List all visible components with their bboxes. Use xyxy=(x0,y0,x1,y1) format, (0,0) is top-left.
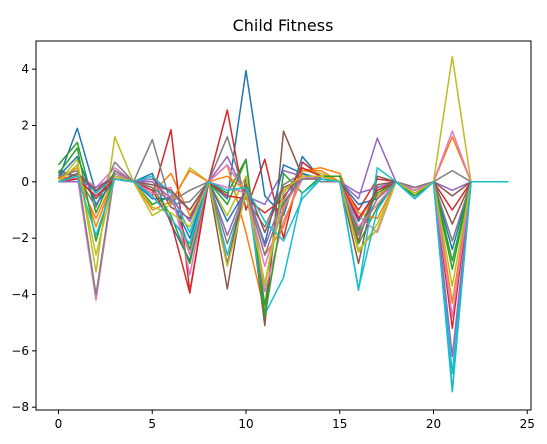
y-tick-label: 0 xyxy=(21,175,29,189)
y-tick-label: −6 xyxy=(11,344,29,358)
y-tick-label: −4 xyxy=(11,288,29,302)
plot-frame xyxy=(35,40,532,411)
y-tick-label: −2 xyxy=(11,231,29,245)
x-tick-label: 25 xyxy=(520,417,535,431)
x-tick-label: 0 xyxy=(55,417,63,431)
series-lines xyxy=(57,55,509,393)
x-axis: 0 5 10 15 20 25 xyxy=(55,410,535,431)
x-tick-label: 20 xyxy=(426,417,441,431)
y-tick-label: 2 xyxy=(21,119,29,133)
series-line-20 xyxy=(58,175,509,393)
y-tick-label: 4 xyxy=(21,62,29,76)
x-tick-label: 5 xyxy=(148,417,156,431)
x-tick-label: 10 xyxy=(238,417,253,431)
chart-title: Child Fitness xyxy=(233,16,334,35)
y-axis: −8 −6 −4 −2 0 2 4 xyxy=(11,62,36,414)
x-tick-label: 15 xyxy=(332,417,347,431)
y-tick-label: −8 xyxy=(11,400,29,414)
